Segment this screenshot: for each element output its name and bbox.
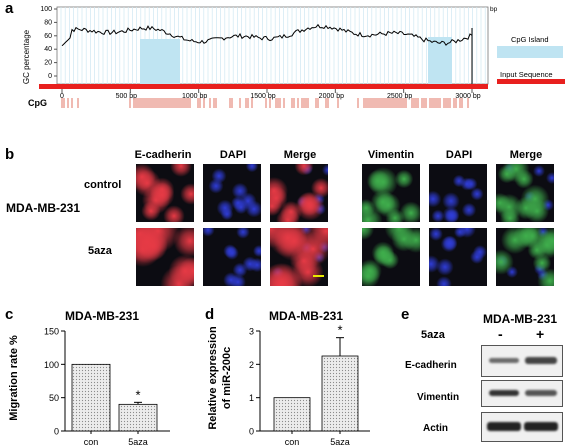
category-label: 5aza <box>330 437 350 445</box>
col-head-dapi-right: DAPI <box>445 149 473 161</box>
bar-5aza <box>118 403 158 432</box>
cpg-island-1 <box>140 39 180 84</box>
ytick-label: 2 <box>249 360 254 370</box>
micrograph-control-dapi-right <box>429 164 487 222</box>
ytick-label: 1 <box>249 393 254 403</box>
panel-label-d: d <box>205 306 215 323</box>
cpg-island-2 <box>428 37 452 84</box>
panel-label-e: e <box>401 306 410 323</box>
blot-treatment-label: 5aza <box>421 329 445 341</box>
category-label: con <box>285 437 300 445</box>
col-head-vimentin: Vimentin <box>367 149 415 161</box>
gc-ytick-label: 80 <box>44 19 52 26</box>
bar-con <box>273 397 311 432</box>
chart-d-title: MDA-MB-231 <box>269 309 343 323</box>
gc-xtick-label: 0 <box>60 93 64 100</box>
bar-5aza <box>321 355 359 432</box>
blot-vimentin <box>481 380 563 407</box>
gc-content-plot: GC percentage 0 20 40 60 80 100 bp 0 500 bp 1000… <box>22 6 565 108</box>
blot-label-actin: Actin <box>423 423 448 434</box>
chart-d-ylabel-line1: Relative expression <box>207 326 219 430</box>
col-head-dapi-left: DAPI <box>219 149 247 161</box>
gc-ytick-label: 100 <box>40 6 52 13</box>
blot-title: MDA-MB-231 <box>482 312 557 326</box>
micrograph-control-dapi-left <box>203 164 261 222</box>
row-label-5aza: 5aza <box>88 245 112 257</box>
gc-xtick-label: 3000 bp <box>455 93 480 100</box>
blot-actin <box>481 412 563 442</box>
gc-xtick-label: 2000 bp <box>319 93 344 100</box>
ytick-label: 100 <box>44 360 59 370</box>
ytick-label: 0 <box>249 427 254 437</box>
migration-rate-chart: MDA-MB-231 Migration rate % 0 50 100 150 con… <box>8 309 170 445</box>
scale-bar <box>313 275 324 277</box>
significance-star: * <box>337 323 342 338</box>
gc-ylabel: GC percentage <box>22 29 31 84</box>
legend-input-sequence-swatch <box>497 79 565 84</box>
panel-label-c: c <box>5 306 14 323</box>
blot-ecadherin <box>481 345 563 377</box>
micrograph-5aza-ecadherin <box>136 228 194 286</box>
chart-c-title: MDA-MB-231 <box>65 309 139 323</box>
gc-xtick-label: 2500 bp <box>387 93 412 100</box>
micrograph-control-vimentin <box>362 164 420 222</box>
gc-ytick-label: 20 <box>44 60 52 67</box>
blot-plus-sign: + <box>536 326 545 342</box>
col-head-merge-left: Merge <box>283 149 317 161</box>
ytick-label: 150 <box>44 327 59 337</box>
panel-label-a: a <box>5 0 14 17</box>
significance-star: * <box>135 387 140 402</box>
blot-label-ecadherin: E-cadherin <box>405 360 457 371</box>
legend-input-sequence-label: Input Sequence <box>500 70 553 79</box>
col-head-merge-right: Merge <box>509 149 543 161</box>
blot-label-vimentin: Vimentin <box>417 392 460 403</box>
blot-minus-sign: - <box>498 326 503 342</box>
band-vimentin-control <box>489 390 519 396</box>
band-vimentin-5aza <box>525 390 557 396</box>
micrograph-5aza-merge-right <box>496 228 554 286</box>
band-actin-5aza <box>524 422 558 431</box>
ytick-label: 3 <box>249 327 254 337</box>
band-actin-control <box>487 422 521 431</box>
mir200c-expression-chart: MDA-MB-231 Relative expression of miR-20… <box>207 309 370 445</box>
micrograph-5aza-dapi-left <box>203 228 261 286</box>
legend-cpg-island-swatch <box>497 46 563 58</box>
micrograph-5aza-merge-left <box>270 228 328 286</box>
cpg-row-label: CpG <box>28 98 47 108</box>
gc-percentage-line <box>61 23 473 47</box>
gc-xtick-label: 1000 bp <box>182 93 207 100</box>
chart-d-ylabel-line2: of miR-200c <box>221 347 233 409</box>
micrograph-control-merge-right <box>496 164 554 222</box>
micrograph-control-merge-left <box>270 164 328 222</box>
micrograph-5aza-dapi-right <box>429 228 487 286</box>
gc-xtick-label: 500 bp <box>116 93 138 100</box>
panel-label-b: b <box>5 146 15 163</box>
category-label: con <box>84 437 99 445</box>
col-head-ecadherin: E-cadherin <box>134 149 192 161</box>
ytick-label: 0 <box>54 427 59 437</box>
micrograph-5aza-vimentin <box>362 228 420 286</box>
band-ecadherin-control <box>489 358 519 363</box>
gc-ytick-label: 0 <box>48 73 52 80</box>
gc-ytick-label: 60 <box>44 33 52 40</box>
gc-axis-unit: bp <box>490 6 498 13</box>
cell-line-label: MDA-MB-231 <box>6 201 81 215</box>
ytick-label: 50 <box>49 393 59 403</box>
category-label: 5aza <box>128 437 148 445</box>
chart-c-ylabel: Migration rate % <box>8 335 20 421</box>
band-ecadherin-5aza <box>525 357 557 364</box>
input-sequence-bar <box>39 84 488 89</box>
micrograph-control-ecadherin <box>136 164 194 222</box>
legend-cpg-island-label: CpG Island <box>511 35 549 44</box>
bar-con <box>71 363 111 432</box>
gc-plot-frame <box>56 6 489 85</box>
gc-xtick-label: 1500 bp <box>250 93 275 100</box>
row-label-control: control <box>84 179 122 191</box>
gc-ytick-label: 40 <box>44 46 52 53</box>
